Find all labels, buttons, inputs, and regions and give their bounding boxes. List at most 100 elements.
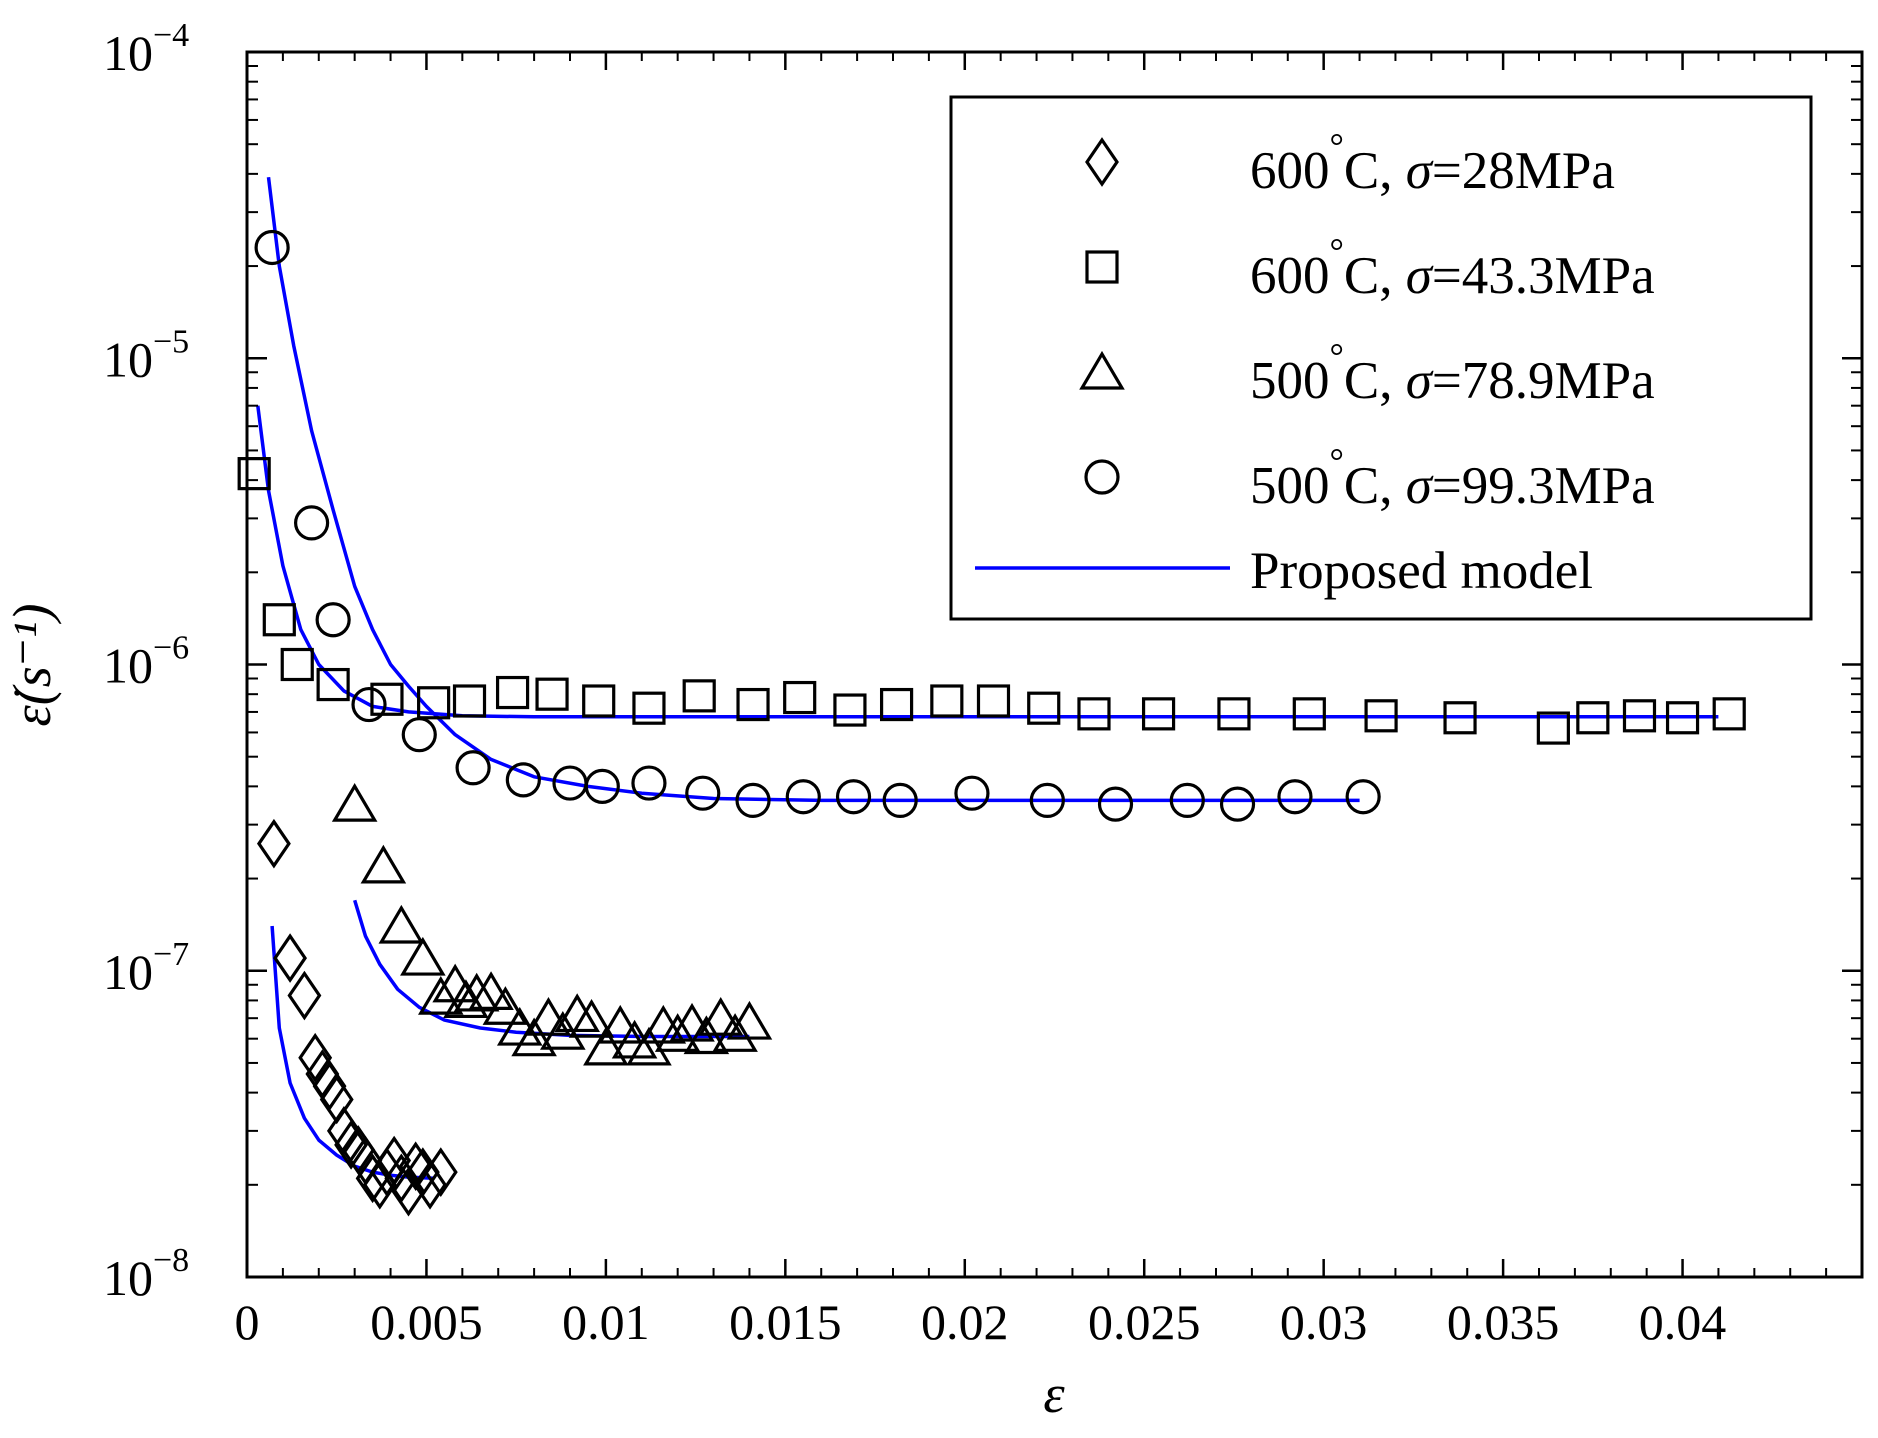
data-point-square (1292, 697, 1326, 731)
data-point-circle (882, 782, 918, 818)
x-tick-label: 0.03 (1280, 1294, 1368, 1350)
y-tick-exponent: −8 (153, 1242, 189, 1279)
legend-label-part: C, (1344, 457, 1406, 515)
data-point-square (1622, 699, 1657, 733)
plot-layer (237, 176, 1746, 1217)
data-point-circle (1219, 786, 1256, 822)
data-point-square (452, 684, 487, 718)
legend-label-part: σ (1406, 457, 1434, 515)
legend-label: 600°C, σ=28MPa (1250, 126, 1615, 200)
data-point-circle (294, 505, 330, 541)
plot-frame (245, 50, 1864, 1279)
data-point-circle (835, 779, 872, 815)
legend-marker-square (1085, 250, 1119, 284)
data-point-triangle (400, 936, 446, 976)
data-point-square (736, 687, 770, 722)
data-point-circle (1097, 786, 1134, 822)
legend-label: 600°C, σ=43.3MPa (1250, 231, 1655, 305)
x-tick-label: 0.015 (729, 1294, 842, 1350)
data-point-square (1576, 701, 1610, 735)
legend-marker-diamond (1085, 137, 1119, 187)
y-tick-exponent: −6 (153, 630, 189, 667)
data-point-square (632, 691, 666, 725)
data-point-circle (315, 602, 351, 638)
data-point-square (1027, 691, 1061, 725)
data-point-square (833, 693, 867, 727)
data-point-circle (455, 750, 491, 786)
data-point-square (495, 675, 530, 710)
data-point-square (1712, 697, 1746, 731)
data-point-circle (1169, 782, 1205, 818)
legend-label-part: =28MPa (1432, 142, 1615, 200)
data-point-square (237, 457, 271, 491)
data-point-circle (685, 775, 721, 811)
legend-label-part: C, (1344, 247, 1406, 305)
data-point-circle (351, 686, 387, 723)
data-point-diamond (355, 1153, 390, 1204)
legend-label-part: C, (1344, 142, 1406, 200)
legend-label-part: σ (1406, 142, 1434, 200)
legend-label-part: C, (1344, 352, 1406, 410)
data-point-circle (1277, 779, 1313, 815)
data-point-triangle (654, 1013, 701, 1052)
data-point-square (280, 647, 314, 682)
data-point-diamond (334, 1120, 369, 1170)
data-point-triangle (568, 998, 615, 1038)
data-point-square (1077, 697, 1111, 731)
y-tick-label: 10−5 (103, 323, 189, 387)
data-point-square (879, 687, 914, 722)
data-point-square (682, 679, 716, 713)
data-point-diamond (273, 933, 308, 983)
axes-layer: 0 0.005 0.01 0.015 0.02 0.025 0.03 0.035 0.0410−… (2, 17, 1864, 1424)
legend-label: 500°C, σ=99.3MPa (1250, 441, 1655, 515)
x-tick-label: 0.035 (1447, 1294, 1560, 1350)
y-tick-base: 10 (103, 638, 153, 694)
data-point-square (370, 682, 404, 716)
legend-label-part: ° (1330, 336, 1344, 376)
y-tick-base: 10 (103, 944, 153, 1000)
data-point-circle (254, 229, 290, 266)
x-tick-label: 0 (235, 1294, 260, 1350)
legend-label-part: =43.3MPa (1432, 247, 1655, 305)
data-point-triangle (360, 844, 407, 884)
data-point-circle (1029, 782, 1065, 818)
data-point-square (976, 684, 1011, 718)
legend-label-part: =78.9MPa (1432, 352, 1655, 410)
model-curve (270, 925, 434, 1181)
legend-marker-triangle (1079, 350, 1125, 390)
y-tick-exponent: −5 (153, 323, 189, 360)
data-point-triangle (726, 1000, 773, 1040)
legend-label-part: 600 (1250, 247, 1330, 305)
y-tick-label: 10−4 (103, 17, 189, 81)
data-point-triangle (331, 782, 378, 822)
legend-label-part: =99.3MPa (1432, 457, 1655, 515)
x-axis-title: ε (1043, 1364, 1065, 1424)
y-tick-label: 10−7 (103, 936, 189, 1000)
y-tick-label: 10−6 (103, 630, 189, 694)
legend-label-part: 600 (1250, 142, 1330, 200)
data-point-circle (631, 765, 667, 801)
data-point-circle (401, 717, 437, 753)
data-point-triangle (482, 986, 529, 1025)
data-point-square (1217, 697, 1251, 731)
legend-box (949, 95, 1813, 621)
y-tick-label: 10−8 (103, 1242, 189, 1306)
data-point-triangle (468, 971, 514, 1010)
legend-label-part: ° (1330, 231, 1344, 271)
data-point-square (535, 677, 569, 711)
data-point-diamond (413, 1159, 447, 1210)
legend-label-part: ° (1330, 126, 1344, 166)
data-point-square (1536, 711, 1570, 745)
x-tick-label: 0.005 (370, 1294, 483, 1350)
data-point-triangle (583, 1026, 629, 1066)
data-point-square (1364, 699, 1398, 733)
legend-label-part: σ (1406, 352, 1434, 410)
data-point-square (1665, 701, 1700, 735)
data-point-circle (735, 782, 771, 818)
data-point-triangle (378, 904, 425, 944)
legend-marker-circle (1084, 459, 1120, 495)
legend-label-part: 500 (1250, 352, 1330, 410)
y-axis-title: ε̇(s⁻¹) (2, 604, 62, 727)
y-tick-base: 10 (103, 331, 153, 387)
